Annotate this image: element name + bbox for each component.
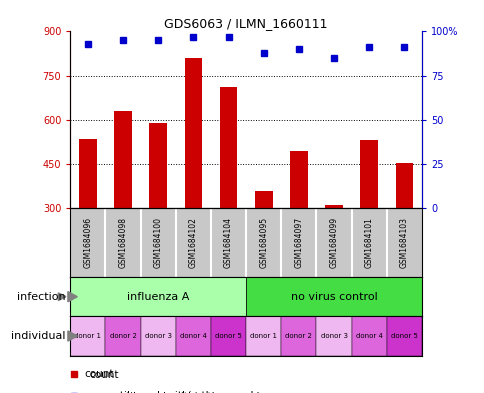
Bar <box>245 316 281 356</box>
Bar <box>105 316 140 356</box>
Bar <box>325 205 342 208</box>
Text: infection: infection <box>17 292 65 302</box>
Title: GDS6063 / ILMN_1660111: GDS6063 / ILMN_1660111 <box>164 17 327 30</box>
Bar <box>386 316 421 356</box>
Text: donor 3: donor 3 <box>144 333 171 339</box>
Text: donor 4: donor 4 <box>180 333 206 339</box>
Text: GSM1684099: GSM1684099 <box>329 217 338 268</box>
Bar <box>281 316 316 356</box>
Text: donor 2: donor 2 <box>285 333 312 339</box>
Text: GSM1684102: GSM1684102 <box>188 217 197 268</box>
Text: GSM1684100: GSM1684100 <box>153 217 163 268</box>
Bar <box>219 87 237 208</box>
Text: no virus control: no virus control <box>290 292 377 302</box>
Bar <box>70 277 245 316</box>
Text: GSM1684098: GSM1684098 <box>118 217 127 268</box>
Text: count: count <box>90 370 119 380</box>
Text: influenza A: influenza A <box>127 292 189 302</box>
Text: GSM1684095: GSM1684095 <box>258 217 268 268</box>
Text: percentile rank within the sample: percentile rank within the sample <box>90 392 265 393</box>
Bar <box>360 140 377 208</box>
Text: count: count <box>84 369 114 379</box>
Text: GSM1684096: GSM1684096 <box>83 217 92 268</box>
Text: individual: individual <box>11 331 65 341</box>
Text: GSM1684097: GSM1684097 <box>294 217 303 268</box>
Bar <box>175 316 211 356</box>
Bar <box>395 163 412 208</box>
Bar <box>316 316 351 356</box>
Text: donor 2: donor 2 <box>109 333 136 339</box>
Text: donor 5: donor 5 <box>215 333 242 339</box>
Bar <box>255 191 272 208</box>
Bar <box>140 316 175 356</box>
Text: donor 4: donor 4 <box>355 333 382 339</box>
Text: percentile rank within the sample: percentile rank within the sample <box>84 391 260 393</box>
Text: GSM1684101: GSM1684101 <box>364 217 373 268</box>
Bar <box>114 111 132 208</box>
Bar <box>184 58 202 208</box>
Text: donor 1: donor 1 <box>74 333 101 339</box>
Bar <box>351 316 386 356</box>
Bar <box>79 139 96 208</box>
Bar <box>70 316 105 356</box>
Bar <box>211 316 245 356</box>
Bar <box>289 151 307 208</box>
Bar <box>149 123 166 208</box>
Text: GSM1684103: GSM1684103 <box>399 217 408 268</box>
Bar <box>245 277 421 316</box>
Text: donor 1: donor 1 <box>250 333 277 339</box>
Text: donor 3: donor 3 <box>320 333 347 339</box>
Text: GSM1684104: GSM1684104 <box>224 217 233 268</box>
Text: donor 5: donor 5 <box>390 333 417 339</box>
